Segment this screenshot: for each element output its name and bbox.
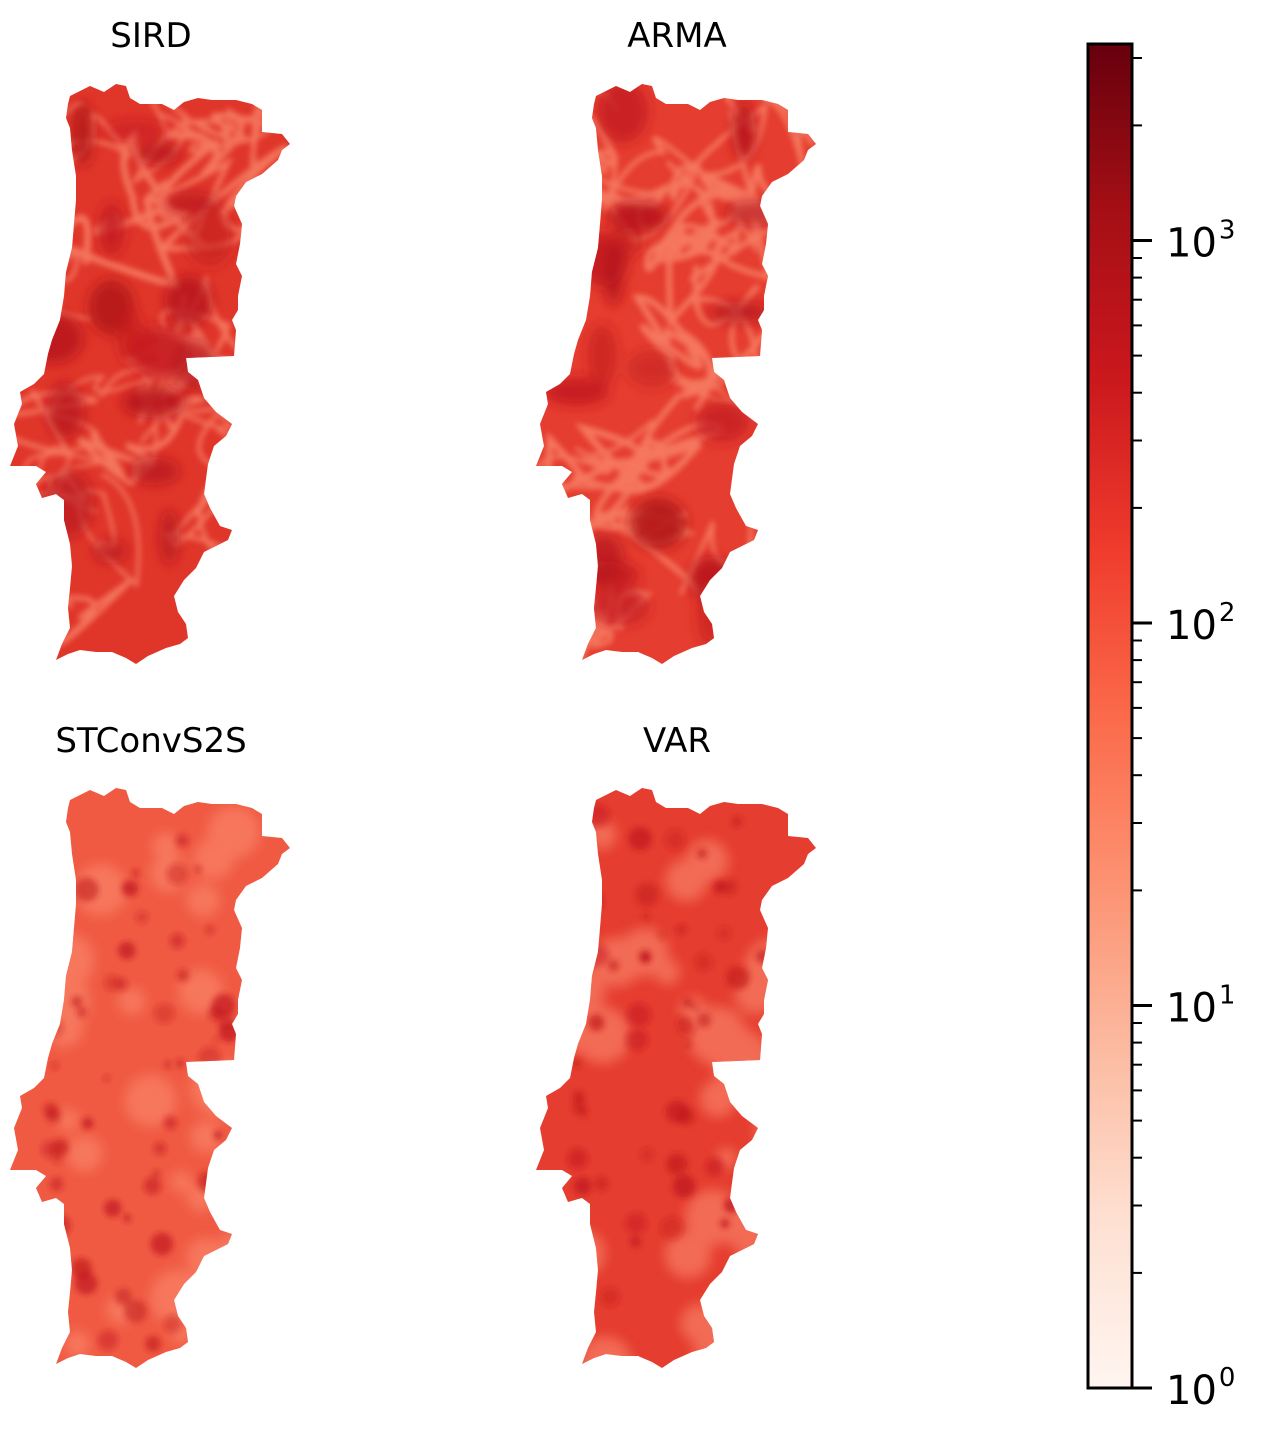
- tick-base: 10: [1166, 1368, 1217, 1414]
- tick-base: 10: [1166, 986, 1217, 1032]
- colorbar-tick-label: 103: [1166, 216, 1235, 267]
- map-panel: SIRD: [10, 16, 290, 664]
- tick-base: 10: [1166, 603, 1217, 649]
- panel-title: STConvS2S: [55, 721, 246, 761]
- colorbar-tick-label: 102: [1166, 598, 1235, 649]
- tick-exponent: 3: [1219, 216, 1236, 246]
- map-panel: STConvS2S: [10, 721, 290, 1368]
- colorbar-gradient: [1086, 42, 1134, 1390]
- map-region-fill: [536, 788, 816, 1368]
- portugal-map: [536, 84, 816, 664]
- colorbar-tick-label: 101: [1166, 981, 1235, 1032]
- map-panel: ARMA: [536, 16, 816, 664]
- portugal-map: [536, 788, 816, 1368]
- panel-title: SIRD: [110, 16, 191, 56]
- colorbar-tick-label: 100: [1166, 1363, 1235, 1414]
- panel-title: VAR: [643, 721, 711, 761]
- portugal-map: [10, 84, 290, 664]
- portugal-map: [10, 788, 290, 1368]
- panel-title: ARMA: [627, 16, 726, 56]
- map-panel: VAR: [536, 721, 816, 1368]
- tick-exponent: 0: [1219, 1363, 1236, 1393]
- tick-exponent: 2: [1219, 598, 1236, 628]
- tick-base: 10: [1166, 221, 1217, 267]
- tick-exponent: 1: [1219, 981, 1236, 1011]
